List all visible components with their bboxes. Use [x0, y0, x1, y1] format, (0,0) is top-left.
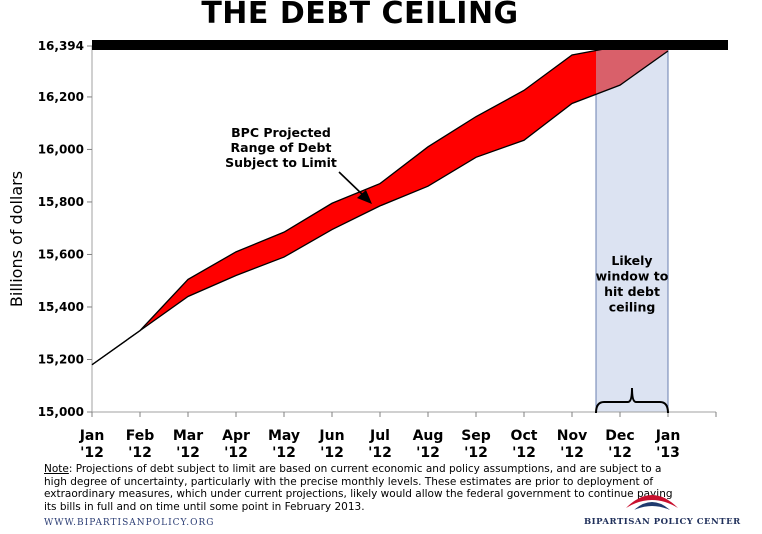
- window-label-line: window to: [596, 269, 669, 284]
- annotation-line: BPC Projected: [231, 125, 331, 140]
- window-label-line: Likely: [611, 253, 652, 268]
- range-lower-line: [91, 50, 669, 366]
- likely-window-region: [595, 45, 669, 413]
- x-tick-label-month: May: [268, 428, 300, 444]
- x-tick-label-year: '12: [176, 445, 200, 461]
- y-tick-label: 16,200: [38, 90, 84, 104]
- annotation-text: BPC Projected Range of Debt Subject to Lim…: [225, 125, 337, 170]
- x-tick-label-year: '12: [464, 445, 488, 461]
- x-tick-label-month: Dec: [605, 428, 634, 444]
- y-tick-label: 16,394: [38, 39, 84, 53]
- chart-title: THE DEBT CEILING: [201, 0, 519, 31]
- window-label-line: hit debt: [604, 284, 660, 299]
- y-tick-label: 15,400: [38, 300, 84, 314]
- chart-note: Note: Projections of debt subject to lim…: [44, 463, 684, 513]
- footer-url[interactable]: WWW.BIPARTISANPOLICY.ORG: [44, 518, 215, 528]
- x-tick-label-year: '13: [656, 445, 680, 461]
- projected-range-area-window: [596, 46, 668, 95]
- y-tick-label: 15,800: [38, 195, 84, 209]
- x-tick-label-year: '12: [368, 445, 392, 461]
- x-tick-label-month: Jun: [318, 428, 344, 444]
- x-tick-label-month: Jan: [79, 428, 105, 444]
- x-tick-label-month: Sep: [461, 428, 491, 444]
- annotation-arrow-shaft: [338, 171, 365, 197]
- annotation-line: Range of Debt: [231, 140, 332, 155]
- y-tick-label: 15,000: [38, 405, 84, 419]
- x-tick-label-year: '12: [512, 445, 536, 461]
- x-tick-label-month: Jan: [655, 428, 681, 444]
- x-tick-label-month: Apr: [222, 428, 250, 444]
- window-label: Likely window to hit debt ceiling: [596, 253, 669, 315]
- annotation-line: Subject to Limit: [225, 155, 337, 170]
- x-tick-label-year: '12: [128, 445, 152, 461]
- x-tick-label-year: '12: [224, 445, 248, 461]
- note-label: Note: [44, 463, 69, 475]
- y-tick-label: 15,200: [38, 352, 84, 366]
- y-tick-label: 16,000: [38, 142, 84, 156]
- bpc-logo-icon: [626, 495, 678, 510]
- x-tick-label-year: '12: [272, 445, 296, 461]
- x-tick-label-year: '12: [320, 445, 344, 461]
- x-tick-label-year: '12: [560, 445, 584, 461]
- x-tick-label-year: '12: [608, 445, 632, 461]
- x-tick-label-year: '12: [80, 445, 104, 461]
- x-tick-label-year: '12: [416, 445, 440, 461]
- window-label-line: ceiling: [609, 300, 656, 315]
- y-tick-label: 15,600: [38, 247, 84, 261]
- footer-org-name: BIPARTISAN POLICY CENTER: [584, 517, 741, 527]
- x-tick-label-month: Oct: [511, 428, 538, 444]
- x-tick-label-month: Aug: [413, 428, 444, 444]
- x-tick-label-month: Mar: [173, 428, 203, 444]
- x-tick-label-month: Jul: [369, 428, 390, 444]
- y-axis-title: Billions of dollars: [7, 171, 26, 307]
- window-brace: [595, 387, 669, 414]
- annotation-arrow-head: [357, 190, 372, 204]
- range-upper-line: [91, 45, 668, 366]
- x-tick-label-month: Feb: [126, 428, 155, 444]
- note-text: : Projections of debt subject to limit a…: [44, 463, 673, 513]
- x-tick-label-month: Nov: [557, 428, 587, 444]
- debt-ceiling-bar: [92, 40, 728, 50]
